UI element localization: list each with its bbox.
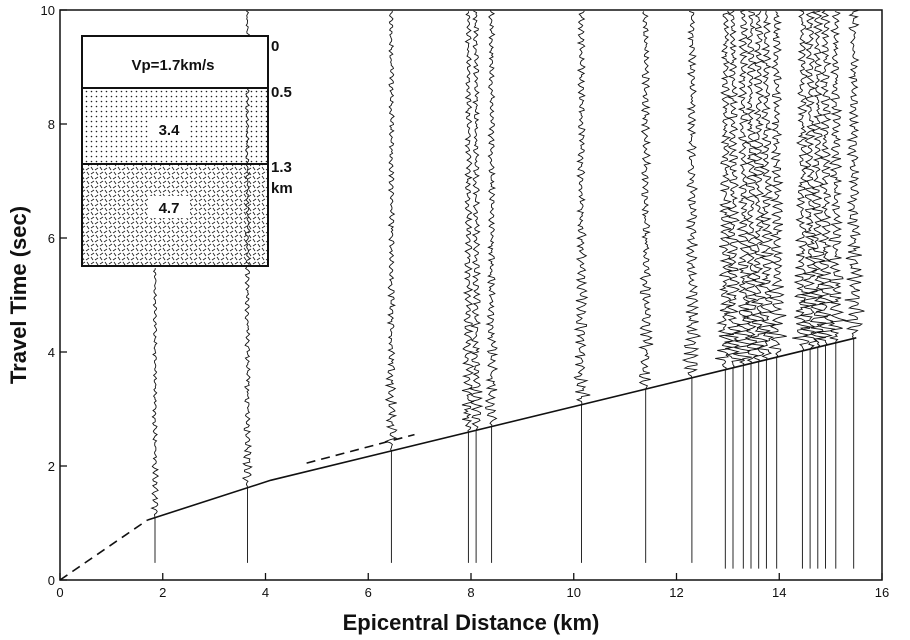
seismogram-trace-15 [767,11,787,569]
y-tick-label-0: 0 [48,573,55,588]
inset-depth-label-1-3: 1.3 [271,159,292,176]
seismogram-trace-17 [799,10,818,569]
x-tick-label-10: 10 [567,585,581,600]
inset-layer-1-label: Vp=1.7km/s [132,57,215,74]
seismogram-trace-20 [827,11,846,569]
seismogram-trace-18 [807,10,829,569]
seismogram-trace-3 [461,11,475,563]
seismogram-trace-2 [384,10,398,563]
x-tick-label-2: 2 [159,585,166,600]
y-tick-label-4: 4 [48,345,55,360]
y-tick-label-6: 6 [48,231,55,246]
x-tick-label-6: 6 [365,585,372,600]
y-tick-label-8: 8 [48,117,55,132]
x-tick-label-4: 4 [262,585,269,600]
seismogram-trace-10 [724,10,744,569]
velocity-model-inset: Vp=1.7km/s 3.4 4.7 0 0.5 1.3 km [81,35,293,267]
seismogram-trace-11 [733,10,753,569]
seismogram-trace-7 [638,11,654,563]
y-axis-title: Travel Time (sec) [6,206,31,384]
inset-layer-2-label: 3.4 [159,122,181,139]
x-tick-label-14: 14 [772,585,786,600]
y-tick-label-10: 10 [41,3,55,18]
inset-layer-3-label-bg [148,196,190,218]
inset-layer-3-label: 4.7 [159,200,180,217]
seismogram-trace-14 [756,10,776,569]
inset-layer-2-label-bg [148,118,190,140]
dashed-curve-1 [59,519,148,581]
seismogram-traces [150,10,865,569]
travel-time-curves [59,337,857,581]
inset-depth-unit-label: km [271,180,293,197]
seismogram-trace-16 [792,10,811,569]
inset-depth-label-0: 0 [271,38,279,55]
seismogram-trace-21 [844,10,865,569]
axis-ticks: 0 2 4 6 8 10 12 14 16 0 2 4 6 8 10 [41,3,890,600]
x-tick-label-0: 0 [56,585,63,600]
seismogram-trace-5 [484,10,499,563]
seismogram-trace-12 [741,10,760,569]
seismogram-trace-19 [816,10,836,569]
x-tick-label-12: 12 [669,585,683,600]
inset-depth-label-0-5: 0.5 [271,84,292,101]
seismogram-trace-4 [467,10,484,563]
solid-curve-0 [147,337,857,521]
inset-top-layer [81,35,269,89]
x-tick-label-16: 16 [875,585,889,600]
x-tick-label-8: 8 [467,585,474,600]
seismogram-trace-9 [715,10,735,569]
seismogram-trace-0 [150,268,160,563]
x-axis-title: Epicentral Distance (km) [343,610,600,635]
seismogram-trace-8 [681,10,702,563]
y-tick-label-2: 2 [48,459,55,474]
seismogram-trace-6 [573,10,591,563]
dashed-curve-2 [306,433,415,464]
seismogram-trace-13 [750,10,768,569]
